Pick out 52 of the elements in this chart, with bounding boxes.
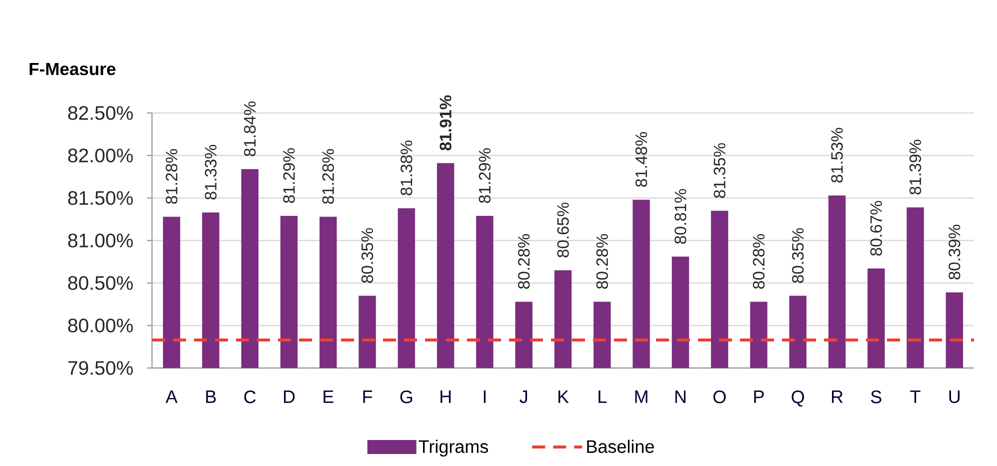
data-label: 81.29% <box>478 148 491 203</box>
x-tick-label: O <box>713 390 726 404</box>
data-label: 81.28% <box>322 149 334 204</box>
data-label: 81.39% <box>909 140 922 194</box>
y-tick-label: 82.00% <box>68 148 133 162</box>
data-label: 80.28% <box>596 234 608 289</box>
x-tick-label: Q <box>792 390 804 406</box>
y-tick-label: 81.00% <box>68 234 133 248</box>
data-label: 81.84% <box>244 102 256 156</box>
x-tick-label: E <box>324 390 334 403</box>
x-tick-label: H <box>440 390 451 403</box>
data-label: 81.29% <box>283 148 295 203</box>
x-tick-label: P <box>754 390 764 403</box>
data-label: 80.81% <box>674 189 686 244</box>
legend-label: Trigrams <box>418 440 488 457</box>
x-tick-label: F <box>363 390 372 403</box>
y-axis-title: F-Measure <box>30 62 116 76</box>
x-tick-label: S <box>870 390 882 404</box>
data-label: 81.33% <box>204 144 217 200</box>
x-tick-label: I <box>484 390 486 403</box>
data-label: 80.65% <box>557 202 569 258</box>
x-tick-label: M <box>635 390 648 403</box>
x-tick-label: G <box>400 390 412 404</box>
data-label: 81.38% <box>400 140 412 196</box>
data-label: 80.35% <box>792 228 804 283</box>
x-tick-label: R <box>832 390 843 403</box>
x-tick-label: B <box>206 390 216 403</box>
data-label: 81.28% <box>166 149 178 204</box>
data-label: 80.39% <box>948 224 960 280</box>
y-tick-label: 79.50% <box>68 361 133 375</box>
data-label: 81.48% <box>635 132 648 187</box>
legend-label: Baseline <box>587 440 654 453</box>
data-label: 80.35% <box>361 228 374 283</box>
data-label: 81.53% <box>831 128 843 183</box>
y-tick-label: 80.50% <box>68 276 133 290</box>
data-label: 81.91% <box>440 95 452 150</box>
x-tick-label: U <box>949 390 960 404</box>
x-tick-label: D <box>284 390 295 403</box>
y-tick-label: 80.00% <box>68 318 133 332</box>
y-tick-label: 82.50% <box>68 106 133 120</box>
x-tick-label: N <box>675 390 686 403</box>
x-tick-label: K <box>558 390 569 403</box>
data-label: 80.67% <box>870 200 882 256</box>
x-tick-label: A <box>166 390 178 403</box>
x-tick-label: J <box>520 390 528 404</box>
data-label: 80.28% <box>518 234 530 289</box>
x-tick-label: T <box>910 390 920 403</box>
data-label: 80.28% <box>752 234 765 289</box>
x-tick-label: C <box>244 390 256 404</box>
data-label: 81.35% <box>714 143 726 198</box>
x-tick-label: L <box>598 390 607 403</box>
y-tick-label: 81.50% <box>68 191 133 205</box>
